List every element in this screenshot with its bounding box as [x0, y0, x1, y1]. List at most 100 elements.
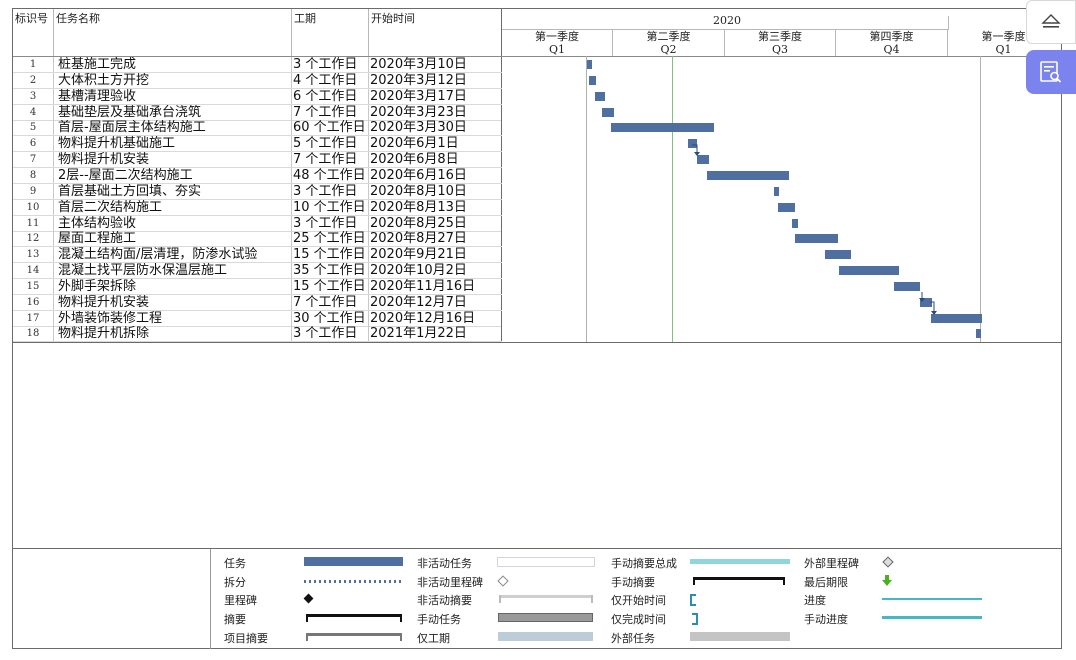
task-duration-cell[interactable]: 60 个工作日 — [292, 120, 369, 136]
task-bar[interactable] — [595, 91, 606, 101]
task-id-cell[interactable]: 14 — [13, 263, 54, 279]
task-start-cell[interactable]: 2021年1月22日 — [369, 326, 502, 342]
task-row[interactable]: 3 基槽清理验收 6 个工作日 2020年3月17日 — [13, 88, 502, 105]
task-name-cell[interactable]: 首层二次结构施工 — [54, 199, 292, 215]
task-row[interactable]: 14 混凝土找平层防水保温层施工 35 个工作日 2020年10月2日 — [13, 263, 502, 280]
task-bar[interactable] — [706, 170, 789, 180]
task-name-cell[interactable]: 2层--屋面二次结构施工 — [54, 167, 292, 183]
task-row[interactable]: 11 主体结构验收 3 个工作日 2020年8月25日 — [13, 215, 502, 232]
task-row[interactable]: 8 2层--屋面二次结构施工 48 个工作日 2020年6月16日 — [13, 167, 502, 184]
task-duration-cell[interactable]: 3 个工作日 — [292, 57, 369, 72]
task-row[interactable]: 16 物料提升机安装 7 个工作日 2020年12月7日 — [13, 294, 502, 311]
task-duration-cell[interactable]: 7 个工作日 — [292, 294, 369, 310]
task-start-cell[interactable]: 2020年6月16日 — [369, 167, 502, 183]
task-duration-cell[interactable]: 7 个工作日 — [292, 152, 369, 168]
task-name-cell[interactable]: 首层-屋面层主体结构施工 — [54, 120, 292, 136]
task-start-cell[interactable]: 2020年8月27日 — [369, 231, 502, 247]
task-id-cell[interactable]: 15 — [13, 278, 54, 294]
task-name-cell[interactable]: 混凝土结构面/层清理，防渗水试验 — [54, 247, 292, 263]
task-bar[interactable] — [930, 313, 983, 323]
task-row[interactable]: 2 大体积土方开挖 4 个工作日 2020年3月12日 — [13, 72, 502, 89]
task-name-cell[interactable]: 外墙装饰装修工程 — [54, 310, 292, 326]
task-duration-cell[interactable]: 3 个工作日 — [292, 326, 369, 342]
task-bar[interactable] — [792, 218, 798, 228]
task-row[interactable]: 6 物料提升机基础施工 5 个工作日 2020年6月1日 — [13, 136, 502, 153]
task-duration-cell[interactable]: 7 个工作日 — [292, 104, 369, 120]
task-id-cell[interactable]: 8 — [13, 167, 54, 183]
task-id-cell[interactable]: 12 — [13, 231, 54, 247]
task-name-cell[interactable]: 基础垫层及基础承台浇筑 — [54, 104, 292, 120]
task-name-cell[interactable]: 外脚手架拆除 — [54, 278, 292, 294]
task-bar[interactable] — [602, 107, 615, 117]
task-name-cell[interactable]: 混凝土找平层防水保温层施工 — [54, 263, 292, 279]
task-id-cell[interactable]: 4 — [13, 104, 54, 120]
task-bar[interactable] — [838, 266, 899, 276]
task-duration-cell[interactable]: 3 个工作日 — [292, 183, 369, 199]
task-start-cell[interactable]: 2020年9月21日 — [369, 247, 502, 263]
task-start-cell[interactable]: 2020年3月10日 — [369, 57, 502, 72]
task-start-cell[interactable]: 2020年6月1日 — [369, 136, 502, 152]
task-id-cell[interactable]: 5 — [13, 120, 54, 136]
task-bar[interactable] — [794, 234, 838, 244]
task-row[interactable]: 18 物料提升机拆除 3 个工作日 2021年1月22日 — [13, 326, 502, 343]
task-row[interactable]: 9 首层基础土方回填、夯实 3 个工作日 2020年8月10日 — [13, 183, 502, 200]
task-row[interactable]: 15 外脚手架拆除 15 个工作日 2020年11月16日 — [13, 278, 502, 295]
task-start-cell[interactable]: 2020年3月17日 — [369, 88, 502, 104]
task-id-cell[interactable]: 7 — [13, 152, 54, 168]
task-bar[interactable] — [919, 297, 932, 307]
task-id-cell[interactable]: 9 — [13, 183, 54, 199]
task-row[interactable]: 17 外墙装饰装修工程 30 个工作日 2020年12月16日 — [13, 310, 502, 327]
task-start-cell[interactable]: 2020年12月7日 — [369, 294, 502, 310]
task-name-cell[interactable]: 大体积土方开挖 — [54, 72, 292, 88]
task-row[interactable]: 1 桩基施工完成 3 个工作日 2020年3月10日 — [13, 57, 502, 73]
task-name-cell[interactable]: 物料提升机基础施工 — [54, 136, 292, 152]
task-id-cell[interactable]: 16 — [13, 294, 54, 310]
task-row[interactable]: 10 首层二次结构施工 10 个工作日 2020年8月13日 — [13, 199, 502, 216]
col-header-duration[interactable]: 工期 — [292, 9, 369, 56]
task-start-cell[interactable]: 2020年8月25日 — [369, 215, 502, 231]
task-name-cell[interactable]: 物料提升机安装 — [54, 294, 292, 310]
task-bar[interactable] — [588, 75, 596, 85]
task-name-cell[interactable]: 物料提升机安装 — [54, 152, 292, 168]
task-duration-cell[interactable]: 6 个工作日 — [292, 88, 369, 104]
col-header-start[interactable]: 开始时间 — [369, 9, 502, 56]
task-duration-cell[interactable]: 15 个工作日 — [292, 247, 369, 263]
task-id-cell[interactable]: 11 — [13, 215, 54, 231]
task-start-cell[interactable]: 2020年8月13日 — [369, 199, 502, 215]
task-bar[interactable] — [976, 329, 982, 339]
task-duration-cell[interactable]: 30 个工作日 — [292, 310, 369, 326]
eject-button[interactable] — [1026, 0, 1076, 44]
task-id-cell[interactable]: 18 — [13, 326, 54, 342]
task-duration-cell[interactable]: 3 个工作日 — [292, 215, 369, 231]
task-id-cell[interactable]: 1 — [13, 57, 54, 72]
task-bar[interactable] — [777, 202, 795, 212]
task-duration-cell[interactable]: 48 个工作日 — [292, 167, 369, 183]
task-name-cell[interactable]: 主体结构验收 — [54, 215, 292, 231]
task-id-cell[interactable]: 2 — [13, 72, 54, 88]
task-start-cell[interactable]: 2020年6月8日 — [369, 152, 502, 168]
task-duration-cell[interactable]: 4 个工作日 — [292, 72, 369, 88]
task-duration-cell[interactable]: 35 个工作日 — [292, 263, 369, 279]
task-bar[interactable] — [688, 139, 697, 149]
document-search-button[interactable] — [1026, 50, 1076, 94]
task-start-cell[interactable]: 2020年8月10日 — [369, 183, 502, 199]
task-bar[interactable] — [825, 250, 852, 260]
task-bar[interactable] — [894, 281, 920, 291]
task-bar[interactable] — [774, 186, 780, 196]
task-id-cell[interactable]: 6 — [13, 136, 54, 152]
col-header-name[interactable]: 任务名称 — [54, 9, 292, 56]
task-bar[interactable] — [586, 60, 592, 69]
task-start-cell[interactable]: 2020年3月12日 — [369, 72, 502, 88]
task-start-cell[interactable]: 2020年3月30日 — [369, 120, 502, 136]
task-name-cell[interactable]: 首层基础土方回填、夯实 — [54, 183, 292, 199]
task-row[interactable]: 4 基础垫层及基础承台浇筑 7 个工作日 2020年3月23日 — [13, 104, 502, 121]
task-start-cell[interactable]: 2020年10月2日 — [369, 263, 502, 279]
task-start-cell[interactable]: 2020年3月23日 — [369, 104, 502, 120]
task-row[interactable]: 7 物料提升机安装 7 个工作日 2020年6月8日 — [13, 152, 502, 169]
task-id-cell[interactable]: 13 — [13, 247, 54, 263]
task-id-cell[interactable]: 3 — [13, 88, 54, 104]
task-id-cell[interactable]: 17 — [13, 310, 54, 326]
task-row[interactable]: 5 首层-屋面层主体结构施工 60 个工作日 2020年3月30日 — [13, 120, 502, 137]
task-duration-cell[interactable]: 15 个工作日 — [292, 278, 369, 294]
task-start-cell[interactable]: 2020年12月16日 — [369, 310, 502, 326]
